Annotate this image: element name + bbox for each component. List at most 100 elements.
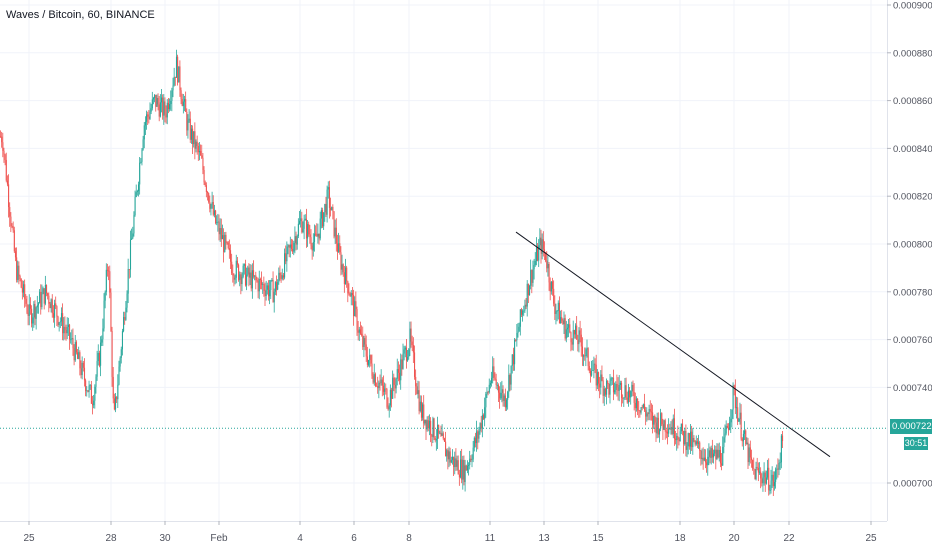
candle-body [655, 422, 657, 434]
candle-body [240, 274, 242, 285]
candle-body [156, 97, 158, 107]
candle-body [752, 460, 754, 469]
candle-body [443, 438, 445, 442]
candle-body [610, 378, 612, 381]
candle-body [108, 270, 110, 272]
candle-body [693, 437, 695, 441]
candle-body [650, 411, 652, 413]
candle-body [687, 433, 689, 447]
candle-body [673, 418, 675, 439]
candle-body [86, 390, 88, 392]
candle-body [569, 324, 571, 333]
candle-body [188, 118, 190, 121]
candle-body [119, 357, 121, 367]
candle-body [426, 420, 428, 430]
candle-body [293, 242, 295, 252]
candle-body [414, 352, 416, 377]
candle-body [308, 224, 310, 235]
candle-body [267, 285, 270, 297]
time-tick-label: 11 [485, 533, 496, 544]
candle-body [609, 380, 611, 395]
candle-body [158, 104, 160, 117]
candle-body [230, 250, 232, 262]
candle-body [302, 228, 304, 233]
candle-body [286, 246, 288, 262]
candle-body [331, 206, 333, 211]
candle-body [727, 427, 730, 430]
candle-body [395, 378, 397, 389]
candle-body [588, 366, 590, 371]
candle-body [356, 309, 358, 331]
candle-body [174, 76, 176, 78]
candle-body [154, 94, 156, 98]
time-tick-label: 15 [592, 533, 604, 544]
candle-body [62, 313, 64, 334]
candle-body [285, 253, 287, 262]
candle-body [365, 344, 367, 357]
candle-body [345, 267, 347, 285]
candle-body [178, 66, 180, 83]
candle-body [18, 265, 20, 277]
candle-body [723, 437, 725, 447]
candle-body [202, 157, 204, 171]
candle-body [730, 418, 732, 423]
candle-body [686, 446, 688, 450]
candle-body [11, 226, 13, 227]
candle-body [320, 210, 322, 219]
candle-body [519, 309, 521, 327]
candle-body [509, 375, 511, 385]
candle-body [780, 435, 782, 463]
candle-body [675, 438, 677, 441]
candle-body [332, 206, 334, 212]
candle-body [255, 275, 257, 281]
candle-body [742, 433, 744, 442]
candle-body [611, 377, 613, 379]
candle-body [405, 347, 408, 361]
candle-body [614, 389, 616, 393]
candle-body [72, 338, 74, 349]
candle-body [278, 272, 280, 283]
candle-body [9, 207, 11, 217]
candle-body [773, 482, 776, 487]
candle-body [733, 385, 735, 389]
candle-body [667, 431, 669, 434]
candle-body [629, 390, 631, 398]
candle-body [403, 349, 405, 354]
candle-body [6, 180, 8, 185]
candle-body [231, 261, 233, 274]
candle-body [165, 113, 167, 118]
candle-body [525, 304, 527, 307]
candle-body [59, 321, 61, 323]
candle-body [257, 280, 259, 292]
candle-body [148, 116, 150, 119]
candle-body [265, 289, 267, 297]
candle-body [273, 291, 275, 303]
candle-body [496, 384, 498, 386]
candle-body [378, 382, 380, 389]
candle-body [476, 431, 478, 444]
candle-body [351, 292, 353, 296]
candle-body [453, 456, 455, 468]
candle-body [615, 383, 617, 390]
candle-body [446, 450, 448, 457]
candle-body [288, 245, 290, 248]
candle-body [594, 363, 596, 365]
candle-body [142, 139, 144, 150]
candle-body [637, 398, 639, 411]
candle-body [189, 118, 191, 140]
candle-body [129, 239, 132, 270]
candle-body [381, 379, 383, 386]
candle-body [311, 245, 313, 251]
candle-body [184, 99, 186, 102]
candle-body [696, 441, 698, 444]
time-axis[interactable]: 25 28 30 Feb 4 6 8 11 13 15 18 20 22 25 [23, 521, 877, 544]
candle-body [619, 382, 621, 385]
trendline[interactable] [515, 231, 831, 458]
candle-body [334, 227, 336, 237]
candle-body [716, 449, 718, 460]
candle-body [483, 415, 485, 419]
